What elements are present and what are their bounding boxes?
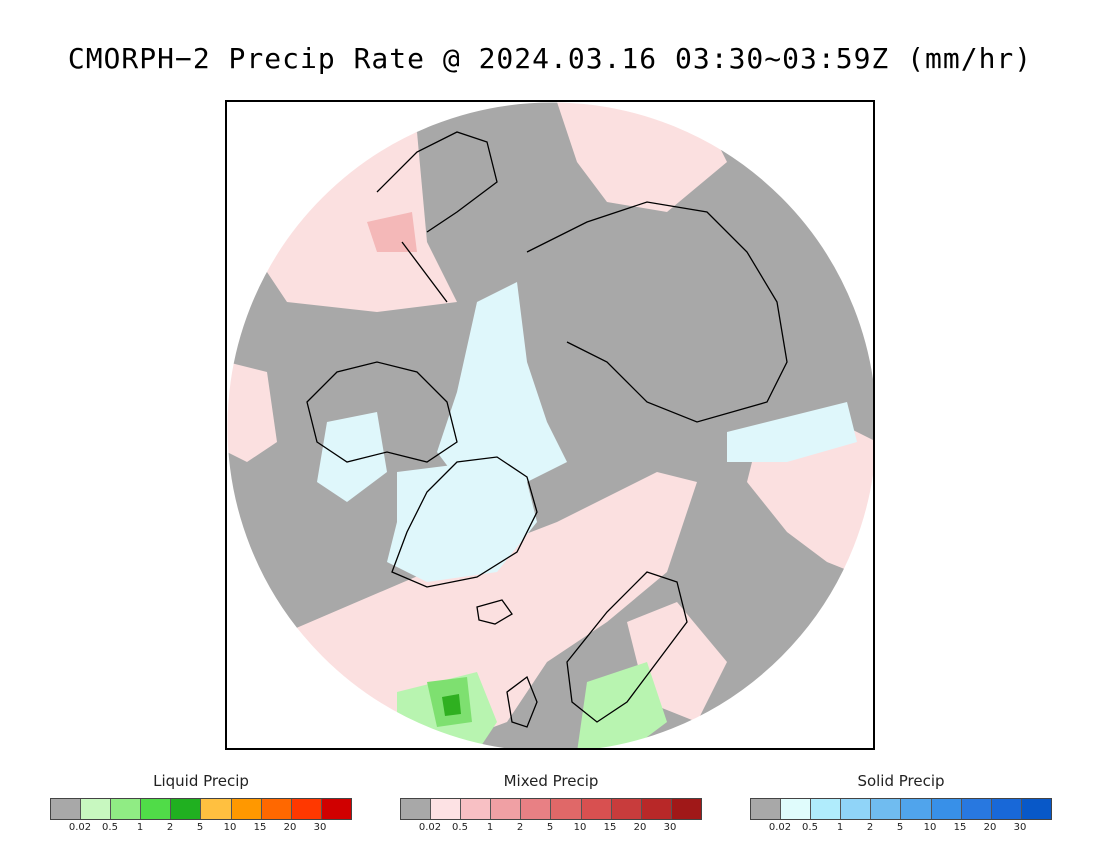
legend-swatch — [231, 799, 262, 819]
legend-tick: 5 — [196, 822, 204, 833]
polar-precip-map — [225, 100, 875, 750]
legend-swatch — [841, 799, 872, 819]
legend-swatch — [961, 799, 992, 819]
legend-tick: 0.02 — [68, 822, 92, 833]
legend-tick: 1 — [486, 822, 494, 833]
legend-swatch — [1021, 799, 1051, 819]
legend-tick: 15 — [953, 822, 967, 833]
legend-ticks: 0.02 0.5 1 2 5 10 15 20 30 — [750, 820, 1052, 834]
legend-tick: 2 — [866, 822, 874, 833]
british-isles-coast — [506, 675, 538, 728]
greenland-coast — [391, 456, 538, 588]
legend-swatch — [401, 799, 432, 819]
legend-swatch — [431, 799, 462, 819]
legend-swatch — [321, 799, 351, 819]
legend-tick: 20 — [633, 822, 647, 833]
mixed-precip-region-north-pacific — [247, 132, 457, 312]
legend-tick: 30 — [663, 822, 677, 833]
legend-mixed: Mixed Precip 0.02 0.5 1 2 5 10 15 20 30 — [400, 772, 702, 834]
legend-swatch — [551, 799, 582, 819]
map-canvas — [227, 102, 873, 748]
legend-swatch — [141, 799, 172, 819]
siberia-coast — [526, 201, 788, 423]
solid-precip-region-greenland — [387, 462, 537, 582]
legend-tick: 10 — [573, 822, 587, 833]
legend-swatch — [901, 799, 932, 819]
legend-swatch — [811, 799, 842, 819]
legend-swatch — [641, 799, 672, 819]
legend-tick: 0.5 — [802, 822, 818, 833]
legend-swatch — [81, 799, 112, 819]
scandinavia-coast — [566, 571, 688, 723]
legend-swatch — [991, 799, 1022, 819]
legend-swatch — [461, 799, 492, 819]
legend-tick: 1 — [136, 822, 144, 833]
legend-swatch — [611, 799, 642, 819]
bering-strait-line — [401, 241, 448, 303]
coastlines — [306, 131, 788, 728]
legend-tick: 2 — [516, 822, 524, 833]
legend-tick: 0.02 — [418, 822, 442, 833]
legend-tick: 10 — [923, 822, 937, 833]
legend-tick: 30 — [1013, 822, 1027, 833]
legend-ticks: 0.02 0.5 1 2 5 10 15 20 30 — [400, 820, 702, 834]
solid-precip-region-canada — [317, 412, 387, 502]
legend-tick: 10 — [223, 822, 237, 833]
legend-title: Liquid Precip — [153, 772, 249, 790]
legend-swatch — [671, 799, 701, 819]
legend-tick: 20 — [283, 822, 297, 833]
legend-swatch — [931, 799, 962, 819]
legend-swatch — [171, 799, 202, 819]
legend-swatch — [581, 799, 612, 819]
legend-swatch — [51, 799, 82, 819]
canadian-archipelago-coast — [306, 361, 458, 463]
chart-title: CMORPH−2 Precip Rate @ 2024.03.16 03:30~… — [67, 42, 1033, 75]
legend-swatch — [521, 799, 552, 819]
legend-swatch — [751, 799, 782, 819]
legend-swatch — [491, 799, 522, 819]
legend-tick: 1 — [836, 822, 844, 833]
legend-ticks: 0.02 0.5 1 2 5 10 15 20 30 — [50, 820, 352, 834]
solid-precip-region-arctic — [437, 282, 567, 492]
legend-swatch — [871, 799, 902, 819]
legend-swatches — [50, 798, 352, 820]
legend-title: Solid Precip — [857, 772, 945, 790]
legend-tick: 15 — [603, 822, 617, 833]
alaska-coast — [376, 131, 498, 233]
legend-tick: 5 — [896, 822, 904, 833]
mixed-precip-region-atlantic-band — [267, 472, 697, 748]
legend-tick: 0.5 — [102, 822, 118, 833]
legend-tick: 30 — [313, 822, 327, 833]
legend-swatch — [781, 799, 812, 819]
legend-swatch — [111, 799, 142, 819]
legend-tick: 5 — [546, 822, 554, 833]
legend-swatch — [201, 799, 232, 819]
mixed-precip-region-west — [227, 362, 277, 462]
legend-tick: 20 — [983, 822, 997, 833]
liquid-precip-patch-heavy — [442, 694, 461, 716]
mixed-precip-patch-strong — [367, 212, 417, 252]
legend-swatch — [261, 799, 292, 819]
legend-tick: 15 — [253, 822, 267, 833]
legend-solid: Solid Precip 0.02 0.5 1 2 5 10 15 20 30 — [750, 772, 1052, 834]
legend-tick: 0.02 — [768, 822, 792, 833]
liquid-precip-region-europe — [577, 662, 667, 748]
legend-swatch — [291, 799, 322, 819]
iceland-coast — [476, 599, 513, 625]
solid-precip-region-siberia — [727, 402, 857, 462]
legend-tick: 0.5 — [452, 822, 468, 833]
legend-tick: 2 — [166, 822, 174, 833]
legend-swatches — [400, 798, 702, 820]
legend-swatches — [750, 798, 1052, 820]
legend-liquid: Liquid Precip 0.02 0.5 1 2 5 10 15 20 30 — [50, 772, 352, 834]
legend-title: Mixed Precip — [503, 772, 599, 790]
